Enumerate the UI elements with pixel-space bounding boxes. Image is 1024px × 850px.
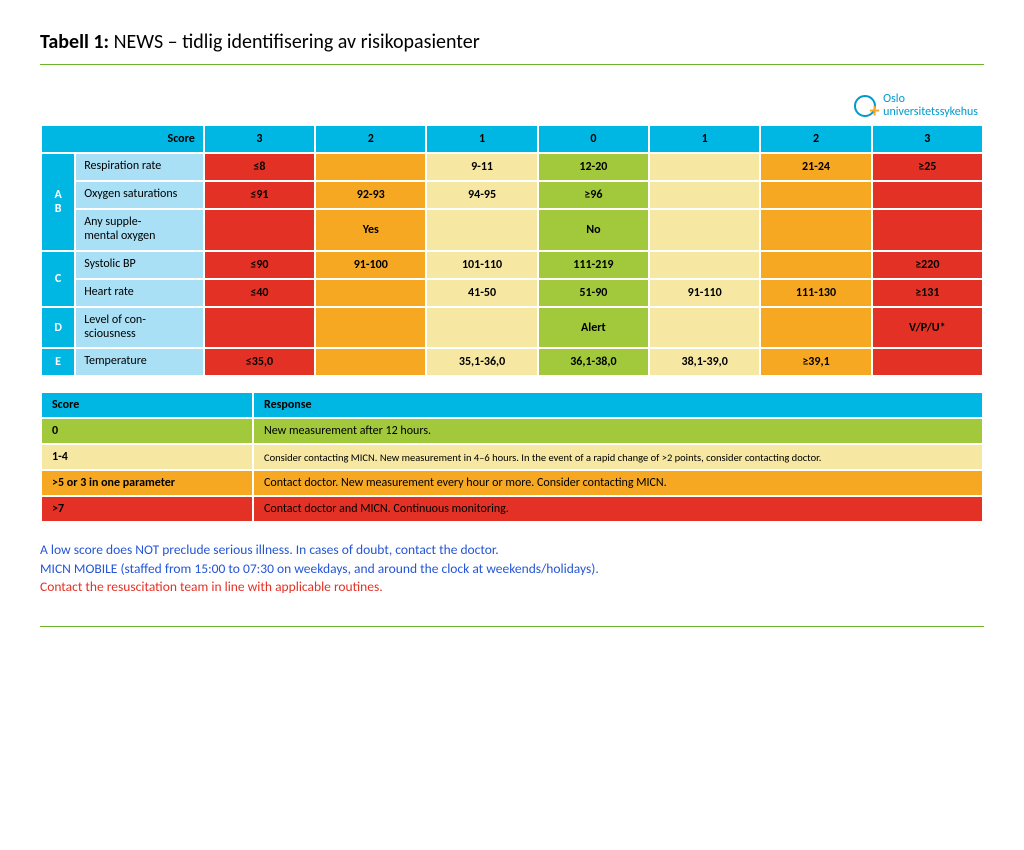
table-caption: Tabell 1: NEWS – tidlig identifisering a…	[40, 30, 984, 54]
parameter-name: Oxygen saturations	[76, 182, 203, 208]
score-cell: 91-110	[650, 280, 759, 306]
score-cell: ≤90	[205, 252, 314, 278]
logo-text: Oslo universitetssykehus	[883, 93, 978, 118]
score-cell	[316, 154, 425, 180]
score-cell: 94-95	[427, 182, 536, 208]
score-cell: ≥131	[873, 280, 982, 306]
score-cell: No	[539, 210, 648, 250]
score-cell	[650, 154, 759, 180]
score-cell	[761, 210, 870, 250]
score-header: 3	[205, 126, 314, 152]
score-cell: 101-110	[427, 252, 536, 278]
news-score-table: Score3210123ABRespiration rate≤89-1112-2…	[40, 124, 984, 377]
score-cell: 41-50	[427, 280, 536, 306]
score-cell: ≥220	[873, 252, 982, 278]
score-cell: ≤91	[205, 182, 314, 208]
score-header: 1	[650, 126, 759, 152]
footnote-line: Contact the resuscitation team in line w…	[40, 578, 984, 596]
score-cell: ≥25	[873, 154, 982, 180]
score-cell: ≥39,1	[761, 349, 870, 375]
score-cell	[316, 280, 425, 306]
score-cell: 35,1-36,0	[427, 349, 536, 375]
score-cell	[316, 308, 425, 348]
parameter-name: Respiration rate	[76, 154, 203, 180]
score-cell: 111-130	[761, 280, 870, 306]
score-cell: 91-100	[316, 252, 425, 278]
hospital-logo: Oslo universitetssykehus	[40, 93, 984, 118]
score-cell	[761, 252, 870, 278]
footnotes: A low score does NOT preclude serious il…	[40, 541, 984, 596]
score-cell: 51-90	[539, 280, 648, 306]
score-cell: ≤35,0	[205, 349, 314, 375]
score-header: 2	[316, 126, 425, 152]
score-cell	[873, 210, 982, 250]
category-letter: AB	[42, 154, 74, 250]
score-header: 2	[761, 126, 870, 152]
response-text: Consider contacting MICN. New measuremen…	[254, 445, 982, 469]
parameter-name: Systolic BP	[76, 252, 203, 278]
category-letter: E	[42, 349, 74, 375]
score-header: 0	[539, 126, 648, 152]
parameter-name: Any supple-mental oxygen	[76, 210, 203, 250]
score-cell: Alert	[539, 308, 648, 348]
score-cell: 111-219	[539, 252, 648, 278]
response-text: Contact doctor. New measurement every ho…	[254, 471, 982, 495]
score-cell	[650, 252, 759, 278]
score-cell	[316, 349, 425, 375]
footnote-line: MICN MOBILE (staffed from 15:00 to 07:30…	[40, 560, 984, 578]
score-cell	[873, 182, 982, 208]
score-cell	[427, 210, 536, 250]
score-cell	[650, 182, 759, 208]
score-cell	[205, 308, 314, 348]
category-letter: D	[42, 308, 74, 348]
response-table: ScoreResponse0New measurement after 12 h…	[40, 391, 984, 523]
parameter-name: Temperature	[76, 349, 203, 375]
category-letter: C	[42, 252, 74, 306]
score-cell	[650, 308, 759, 348]
response-score: >7	[42, 497, 252, 521]
response-header: Response	[254, 393, 982, 417]
score-cell: ≤40	[205, 280, 314, 306]
score-cell: 12-20	[539, 154, 648, 180]
score-cell: 38,1-39,0	[650, 349, 759, 375]
score-header-label: Score	[42, 126, 203, 152]
caption-text: NEWS – tidlig identifisering av risikopa…	[109, 30, 480, 54]
score-cell: Yes	[316, 210, 425, 250]
response-text: New measurement after 12 hours.	[254, 419, 982, 443]
score-cell	[761, 182, 870, 208]
divider-bottom	[40, 626, 984, 627]
score-cell: 36,1-38,0	[539, 349, 648, 375]
response-text: Contact doctor and MICN. Continuous moni…	[254, 497, 982, 521]
score-header: 1	[427, 126, 536, 152]
score-cell: 9-11	[427, 154, 536, 180]
score-cell: ≥96	[539, 182, 648, 208]
score-cell	[873, 349, 982, 375]
score-cell	[205, 210, 314, 250]
footnote-line: A low score does NOT preclude serious il…	[40, 541, 984, 559]
response-score: >5 or 3 in one parameter	[42, 471, 252, 495]
response-score: 1-4	[42, 445, 252, 469]
score-cell	[761, 308, 870, 348]
score-cell: V/P/U*	[873, 308, 982, 348]
parameter-name: Heart rate	[76, 280, 203, 306]
logo-mark-icon	[854, 95, 876, 117]
parameter-name: Level of con-sciousness	[76, 308, 203, 348]
response-score: 0	[42, 419, 252, 443]
caption-label: Tabell 1:	[40, 30, 109, 54]
score-header: 3	[873, 126, 982, 152]
response-header: Score	[42, 393, 252, 417]
score-cell: ≤8	[205, 154, 314, 180]
score-cell: 21-24	[761, 154, 870, 180]
score-cell	[650, 210, 759, 250]
divider-top	[40, 64, 984, 65]
score-cell: 92-93	[316, 182, 425, 208]
score-cell	[427, 308, 536, 348]
